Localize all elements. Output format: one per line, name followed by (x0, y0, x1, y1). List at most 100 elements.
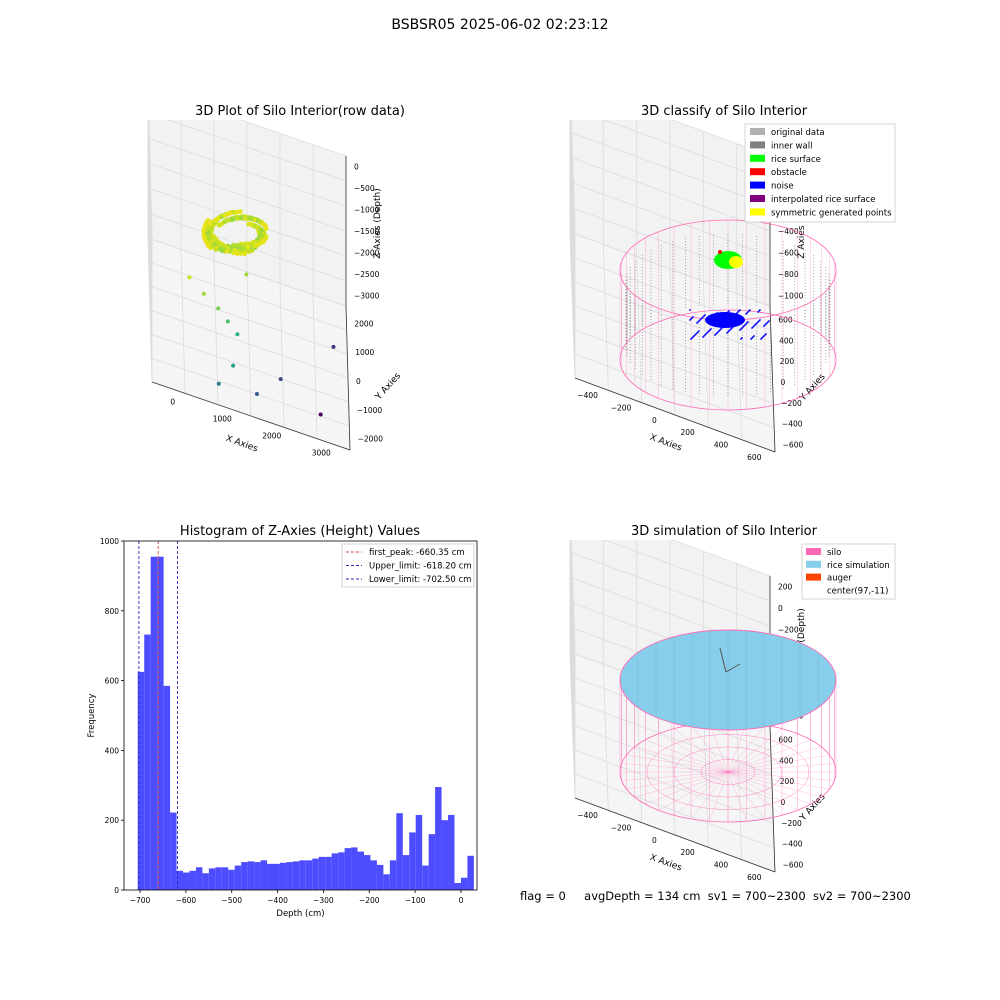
panel1-y-tick: 1000 (355, 348, 374, 357)
panel2-y-tick: 400 (779, 336, 794, 345)
panel4-z-tick: 0 (778, 604, 783, 613)
grid-line (239, 120, 347, 157)
silo-floor-ring (673, 746, 783, 798)
hist-bar (241, 862, 248, 890)
raw-cluster-point (201, 226, 207, 232)
panel1-ylabel: Y Axies (373, 371, 403, 403)
hist-bar (396, 813, 403, 890)
grid-line (570, 540, 576, 674)
hist-legend-label: Lower_limit: -702.50 cm (369, 575, 471, 585)
raw-cluster-point (205, 218, 211, 223)
grid-line (147, 120, 153, 258)
panel1-z-tick: −500 (354, 184, 375, 193)
raw-cluster-point (206, 234, 212, 240)
noise-point (768, 320, 770, 322)
grid-line (147, 237, 347, 307)
hist-bar (383, 874, 390, 890)
raw-cluster-point (261, 239, 267, 244)
panel2-x-tick: 400 (714, 441, 729, 450)
y-tick-label: 1000 (100, 537, 119, 546)
panel4-z-tick: 200 (778, 583, 793, 592)
sv1-text: sv1 = 700~2300 (707, 889, 806, 903)
grid-line (671, 540, 771, 577)
panel1-x-tick: 3000 (312, 449, 331, 458)
hist-bar (305, 860, 313, 890)
hist-bar (318, 856, 326, 890)
raw-cluster-point (260, 221, 266, 227)
panel4-y-tick: −400 (782, 840, 803, 849)
classify-3d-plot: −400−20002004006006004002000−200−400−600… (569, 120, 896, 462)
status-line: flag = 0 avgDepth = 134 cm sv1 = 700~230… (520, 889, 911, 903)
y-tick-label: 400 (105, 746, 120, 755)
hist-bar (376, 864, 384, 890)
hist-bar (176, 870, 184, 890)
raw-3d-plot: 0 1000 2000 3000 2000 1000 0 −1000 −2000 0 −500 −10… (147, 120, 403, 458)
hist-bar (247, 861, 255, 890)
hist-legend-label: Upper_limit: -618.20 cm (369, 562, 472, 572)
panel4-y-tick: 400 (779, 756, 794, 765)
panel2-x-tick: 200 (681, 428, 696, 437)
flag-text: flag = 0 (520, 889, 566, 903)
hist-bar (415, 814, 423, 890)
panel4-x-tick: −400 (577, 811, 598, 820)
panel2-title: 3D classify of Silo Interior (640, 104, 808, 119)
raw-cluster-point (229, 217, 235, 222)
classify-legend-swatch (750, 128, 765, 135)
hist-bar (351, 847, 358, 890)
raw-cluster-point (246, 221, 252, 227)
raw-cluster-point (219, 248, 224, 253)
avg-depth-text: avgDepth = 134 cm (584, 889, 701, 903)
grid-line (570, 120, 576, 229)
panel2-y-tick: −600 (783, 441, 804, 450)
hist-bar (389, 860, 397, 890)
panel1-x-tick: 1000 (213, 415, 232, 424)
panel1-x-tick: 0 (170, 398, 175, 407)
raw-cluster-point (206, 225, 212, 231)
hist-bar (208, 868, 216, 890)
auger-shaft (725, 663, 741, 673)
silo-floor-ring (646, 734, 810, 810)
grid-line (148, 120, 153, 233)
raw-cluster-point (206, 243, 211, 249)
panel1-z-tick: −2000 (354, 248, 380, 257)
hist-bar (228, 869, 235, 890)
noise-point (689, 309, 691, 311)
panel2-xlabel: X Axies (648, 433, 683, 454)
panel1-z-tick: −3000 (354, 291, 380, 300)
hist-bar (357, 851, 364, 890)
y-axis-line (345, 305, 351, 451)
noise-point (749, 309, 751, 311)
panel4-y-tick: −200 (781, 819, 802, 828)
raw-cluster-point (218, 221, 224, 227)
sim-legend-swatch (806, 573, 821, 581)
raw-cluster-point (201, 235, 207, 240)
raw-data-point (254, 392, 259, 397)
hist-bar (260, 860, 268, 890)
panel1-y-tick: 0 (356, 377, 361, 386)
x-axis-line (574, 377, 776, 453)
panel4-x-tick: 600 (747, 873, 762, 882)
hist-bar (370, 860, 377, 890)
sim-legend-label: auger (827, 574, 852, 584)
hist-bar (338, 852, 345, 890)
raw-data-point (278, 377, 283, 382)
panel2-y-tick: 200 (780, 357, 795, 366)
hist-bar (402, 855, 410, 890)
hist-bar (286, 862, 293, 890)
panel3-title: Histogram of Z-Axies (Height) Values (179, 524, 421, 539)
grid-line (570, 540, 576, 649)
noise-point (759, 309, 761, 311)
sv2-text: sv2 = 700~2300 (812, 889, 911, 903)
panel1-y-tick: 2000 (354, 319, 373, 328)
classify-legend-label: noise (771, 182, 794, 192)
hist-bar (292, 861, 300, 890)
y-tick-label: 0 (114, 886, 119, 895)
panel1-z-tick: 0 (354, 163, 359, 172)
panel2-z-tick: −600 (778, 248, 799, 257)
grid-line (603, 120, 771, 182)
panel4-x-tick: 200 (681, 848, 696, 857)
hist-bar (189, 870, 196, 890)
x-tick-label: −400 (267, 896, 288, 905)
hist-bar (150, 556, 158, 890)
panel2-zlabel: Z Axies (Depth) (797, 188, 807, 259)
